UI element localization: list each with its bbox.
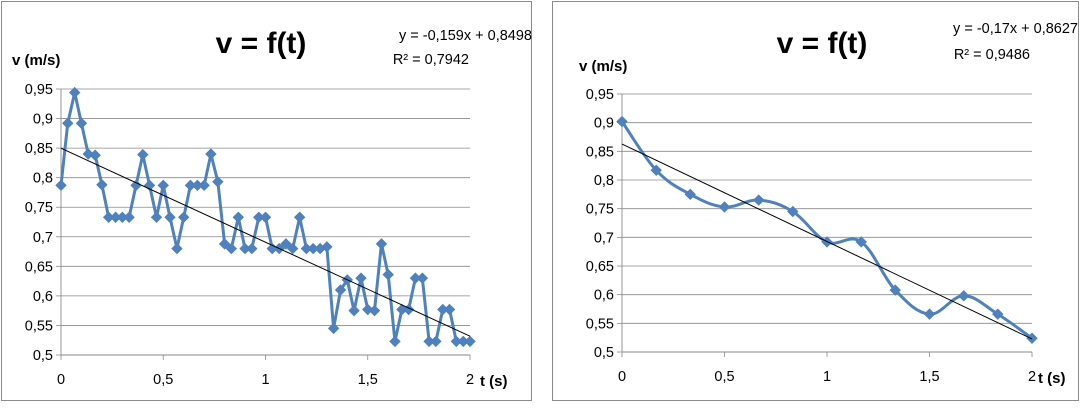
data-point-marker: [130, 179, 142, 192]
data-point-marker: [177, 211, 190, 223]
data-point-marker: [889, 284, 901, 296]
data-point-marker: [286, 242, 299, 255]
data-point-marker: [684, 188, 696, 201]
y-tick-label: 0,8: [33, 171, 53, 187]
data-point-marker: [198, 179, 210, 192]
data-point-marker: [280, 238, 292, 250]
trendline-equation: y = -0,17x + 0,8627: [953, 21, 1078, 37]
x-tick-label: 2: [1028, 369, 1036, 385]
data-point-marker: [225, 242, 238, 255]
data-point-marker: [855, 236, 867, 248]
y-axis-label: v (m/s): [579, 58, 627, 75]
chart-panel-left: 0,5 0,55 0,6 0,65 0,7 0,75 0,8 0,85 0,9 0,95 0 0,5 1…: [1, 1, 532, 401]
y-tick-label: 0,6: [33, 289, 53, 305]
data-point-marker: [650, 164, 662, 176]
chart-panel-right: 0,5 0,55 0,6 0,65 0,7 0,75 0,8 0,85 0,9 0,95 0 0,5 1…: [552, 1, 1079, 401]
x-tick-label: 0: [57, 372, 65, 388]
x-tick-label: 1,5: [358, 372, 378, 388]
data-point-marker: [616, 115, 628, 128]
chart-left-svg: 0,50,550,60,650,70,750,80,850,90,950 0,5 1…: [12, 27, 532, 390]
data-point-marker: [259, 211, 272, 223]
data-point-marker: [430, 335, 442, 348]
data-point-marker: [150, 211, 163, 223]
data-point-marker: [416, 272, 429, 284]
y-tick-label: 0,75: [25, 200, 53, 216]
data-point-marker: [293, 211, 306, 223]
data-point-marker: [368, 304, 381, 317]
x-tick-label: 1: [823, 369, 831, 385]
y-tick-label: 0,7: [594, 230, 614, 246]
y-tick-label: 0,95: [586, 87, 614, 103]
data-point-marker: [55, 179, 67, 192]
y-tick-label: 0,9: [33, 112, 53, 128]
data-point-marker: [753, 194, 765, 206]
data-point-marker: [321, 241, 333, 253]
data-point-marker: [958, 290, 970, 302]
data-point-marker: [96, 179, 108, 191]
data-point-marker: [123, 211, 135, 223]
y-tick-label: 0,55: [25, 318, 53, 334]
data-point-marker: [1026, 332, 1038, 344]
x-tick-label: 2: [466, 372, 474, 388]
data-point-marker: [246, 242, 258, 255]
data-point-marker: [992, 308, 1004, 320]
data-point-marker: [334, 284, 347, 296]
y-tick-label: 0,65: [25, 259, 53, 275]
x-axis-label: t (s): [1038, 370, 1066, 387]
data-point-marker: [232, 211, 245, 223]
trendline-r-squared: R² = 0,7942: [393, 52, 469, 68]
y-tick-label: 0,6: [594, 288, 614, 304]
data-point-marker: [75, 117, 88, 129]
x-axis-label: t (s): [480, 373, 508, 390]
y-tick-label: 0,85: [25, 141, 53, 157]
y-tick-label: 0,95: [25, 82, 53, 98]
data-point-marker: [205, 148, 217, 160]
y-tick-label: 0,5: [33, 348, 53, 364]
data-point-marker: [443, 303, 456, 316]
data-point-marker: [62, 117, 74, 129]
data-point-marker: [355, 272, 367, 284]
y-tick-label: 0,7: [33, 230, 53, 246]
data-point-marker: [212, 176, 224, 188]
data-point-marker: [375, 238, 388, 250]
data-point-marker: [327, 322, 340, 335]
x-tick-label: 1: [261, 372, 269, 388]
trendline: [60, 147, 471, 337]
trendline-r-squared: R² = 0,9486: [954, 47, 1030, 63]
x-tick-label: 0: [618, 369, 626, 385]
data-point-marker: [718, 201, 731, 213]
y-axis-label: v (m/s): [12, 52, 60, 69]
trendline-equation: y = -0,159x + 0,8498: [399, 28, 532, 44]
series-line: [620, 120, 1033, 340]
data-point-marker: [68, 86, 81, 99]
trendline: [621, 143, 1033, 340]
data-point-marker: [923, 308, 936, 320]
data-point-marker: [89, 149, 101, 161]
y-tick-label: 0,55: [586, 316, 614, 332]
x-tick-label: 0,5: [153, 372, 173, 388]
x-tick-label: 1,5: [919, 369, 939, 385]
data-point-marker: [389, 335, 401, 348]
y-tick-label: 0,75: [586, 202, 614, 218]
y-tick-label: 0,65: [586, 259, 614, 275]
data-point-marker: [787, 205, 799, 218]
y-tick-label: 0,9: [594, 116, 614, 132]
y-tick-label: 0,85: [586, 144, 614, 160]
data-point-marker: [382, 268, 394, 281]
chart-right-svg: 0,50,550,60,650,70,750,80,850,90,950 0,5 1…: [579, 21, 1078, 387]
y-tick-label: 0,5: [594, 345, 614, 361]
data-point-marker: [348, 304, 360, 317]
chart-title: v = f(t): [216, 27, 307, 60]
data-point-marker: [171, 242, 183, 255]
data-point-marker: [164, 211, 176, 223]
data-point-marker: [137, 148, 149, 161]
chart-title: v = f(t): [777, 27, 868, 60]
data-point-marker: [82, 148, 94, 160]
data-point-marker: [218, 238, 231, 250]
data-point-marker: [157, 179, 169, 192]
x-tick-label: 0,5: [714, 369, 734, 385]
data-point-marker: [464, 335, 476, 348]
y-tick-label: 0,8: [594, 173, 614, 189]
